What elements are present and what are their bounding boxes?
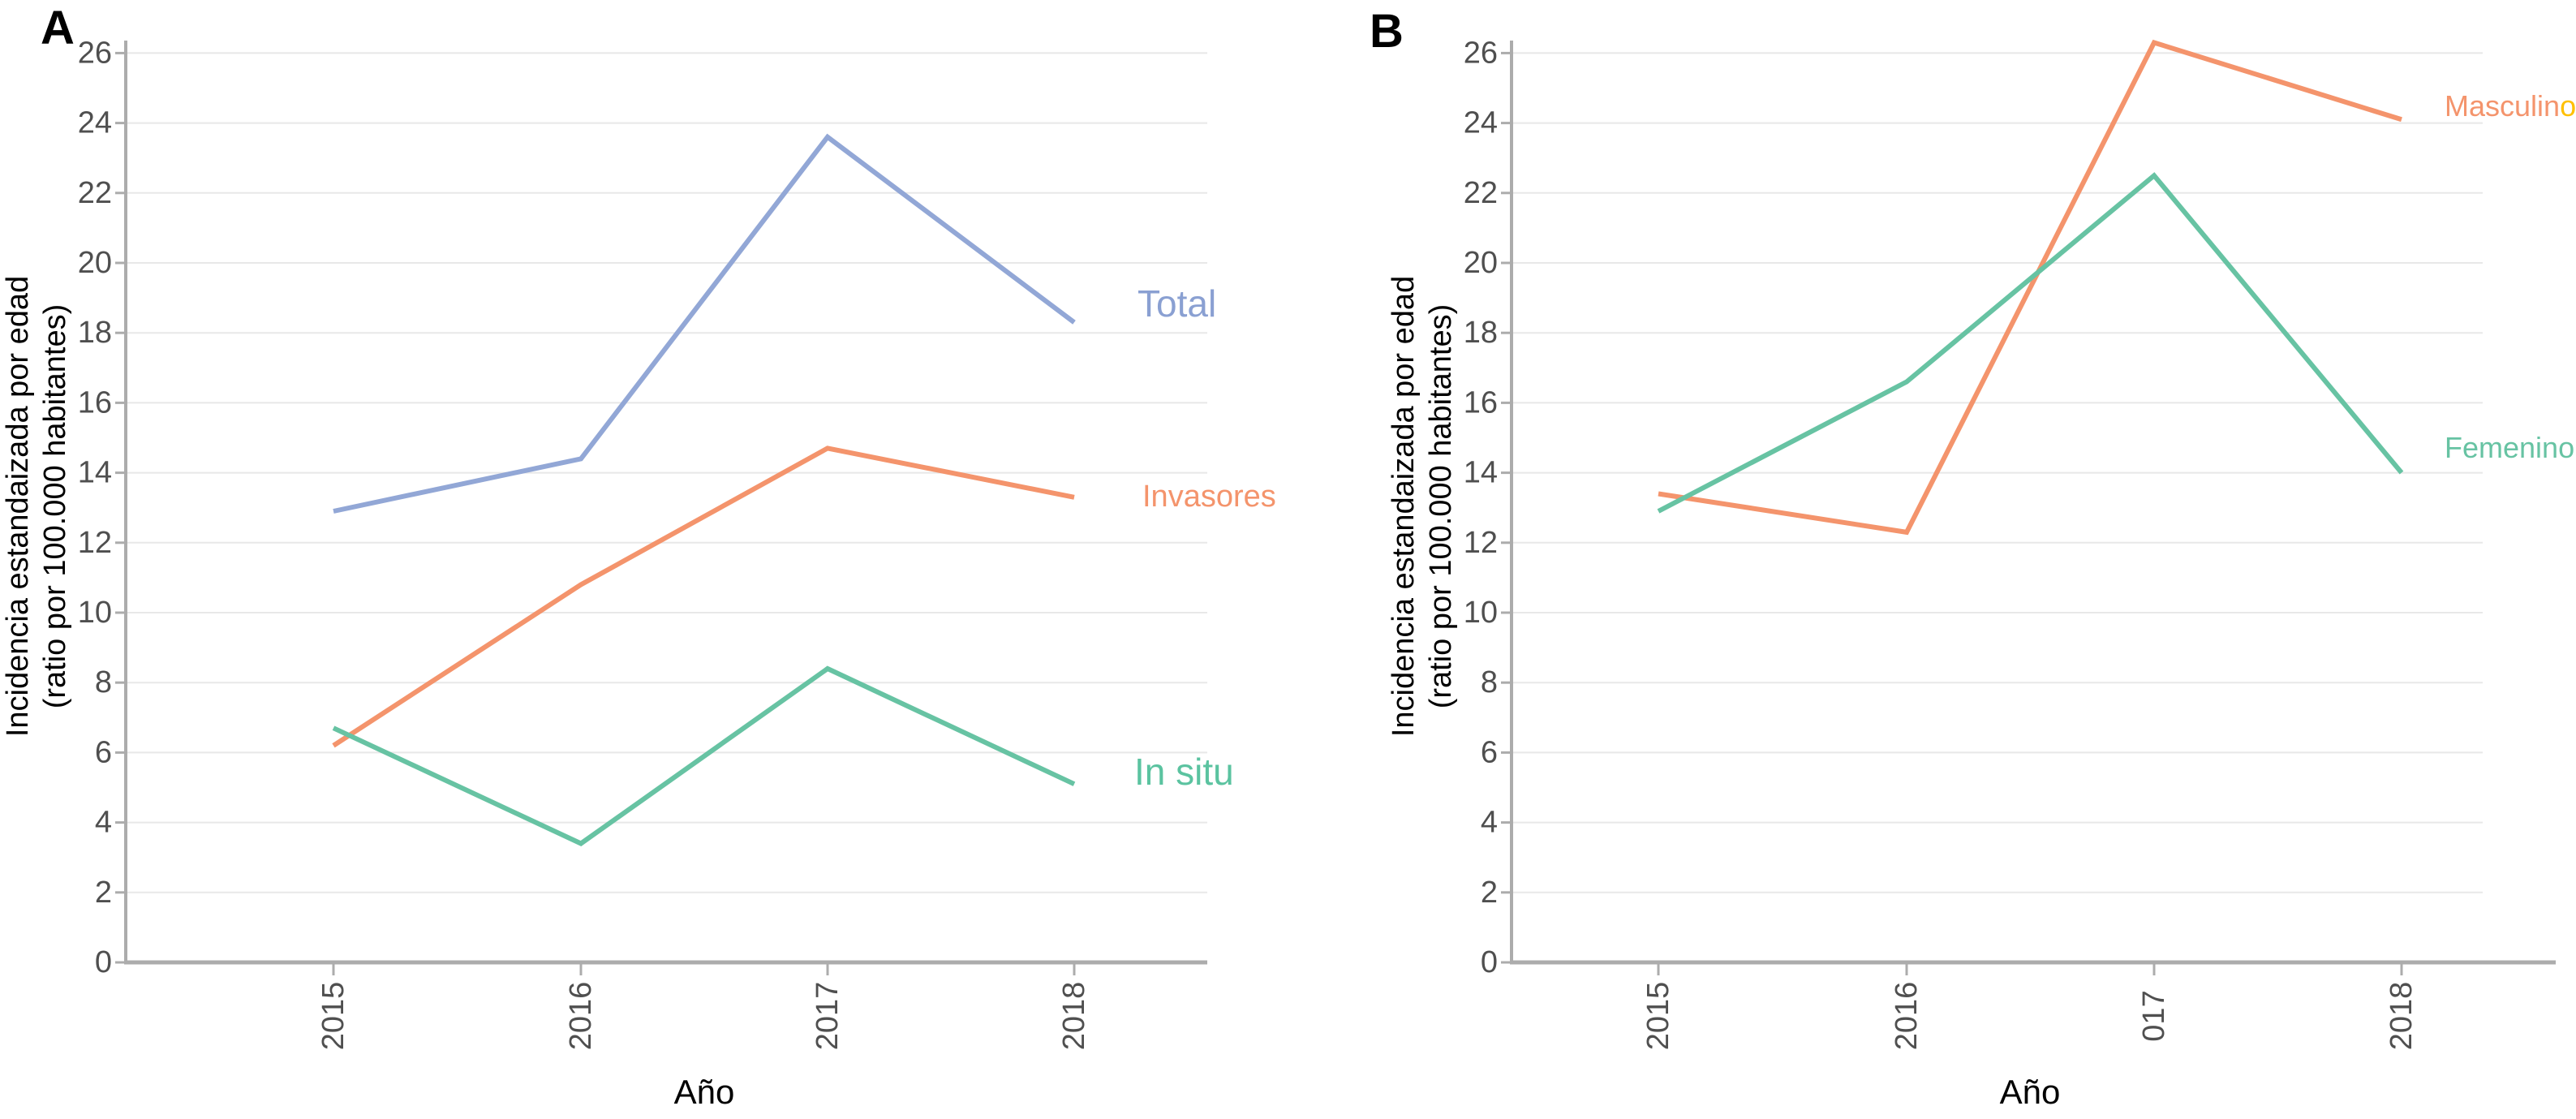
series-line-femenino xyxy=(1657,172,2404,514)
y-tick-label: 20 xyxy=(78,246,112,280)
y-tick-label: 14 xyxy=(78,456,112,490)
x-tick-label: 2017 xyxy=(811,982,845,1051)
x-tick-label: 017 xyxy=(2137,990,2171,1041)
series-line-in-situ xyxy=(332,665,1076,846)
y-tick-label: 8 xyxy=(1481,665,1498,699)
series-line-invasores xyxy=(332,445,1075,748)
series-line-total xyxy=(333,133,1076,514)
y-tick-label: 18 xyxy=(1464,316,1498,350)
y-tick-label: 0 xyxy=(95,945,112,979)
y-tick-label: 22 xyxy=(78,176,112,210)
y-tick-label: 4 xyxy=(95,806,112,840)
y-tick-label: 12 xyxy=(78,526,112,560)
series-label-masculino: Masculino xyxy=(2445,89,2576,123)
y-tick-label: 2 xyxy=(1481,876,1498,910)
y-tick-label: 10 xyxy=(1464,596,1498,630)
y-tick-label: 4 xyxy=(1481,806,1498,840)
series-label-femenino: Femenino xyxy=(2445,431,2574,464)
y-tick-label: 24 xyxy=(1464,106,1498,140)
y-tick-label: 16 xyxy=(78,385,112,420)
y-axis-title-line1: Incidencia estandaizada por edad xyxy=(1,276,35,737)
x-axis-title: Año xyxy=(2000,1073,2061,1111)
series-label-total: Total xyxy=(1137,282,1216,325)
x-tick-label: 2018 xyxy=(2385,982,2419,1051)
y-tick-label: 14 xyxy=(1464,456,1498,490)
x-axis-title: Año xyxy=(674,1073,735,1111)
y-axis-title-line1: Incidencia estandaizada por edad xyxy=(1387,276,1421,737)
panel-label-b: B xyxy=(1370,5,1404,58)
y-tick-label: 10 xyxy=(78,596,112,630)
x-tick-label: 2018 xyxy=(1057,982,1091,1051)
y-tick-label: 16 xyxy=(1464,385,1498,420)
series-line-masculino xyxy=(1658,39,2402,536)
x-tick-label: 2016 xyxy=(1890,982,1924,1051)
series-label-in-situ: In situ xyxy=(1134,751,1234,793)
x-tick-label: 2015 xyxy=(316,982,350,1051)
y-axis-title-line2: (ratio por 100.000 habitantes) xyxy=(1424,304,1458,709)
y-tick-label: 26 xyxy=(78,36,112,70)
y-tick-label: 12 xyxy=(1464,526,1498,560)
y-tick-label: 6 xyxy=(95,735,112,769)
panel-label-a: A xyxy=(41,2,75,54)
y-tick-label: 24 xyxy=(78,106,112,140)
y-tick-label: 22 xyxy=(1464,176,1498,210)
y-tick-label: 6 xyxy=(1481,735,1498,769)
y-tick-label: 26 xyxy=(1464,36,1498,70)
y-tick-label: 18 xyxy=(78,316,112,350)
y-tick-label: 2 xyxy=(95,876,112,910)
y-tick-label: 8 xyxy=(95,665,112,699)
x-tick-label: 2016 xyxy=(564,982,598,1051)
y-tick-label: 0 xyxy=(1481,945,1498,979)
series-label-invasores: Invasores xyxy=(1142,480,1276,514)
y-tick-label: 20 xyxy=(1464,246,1498,280)
x-tick-label: 2015 xyxy=(1641,982,1675,1051)
y-axis-title-line2: (ratio por 100.000 habitantes) xyxy=(38,304,72,709)
